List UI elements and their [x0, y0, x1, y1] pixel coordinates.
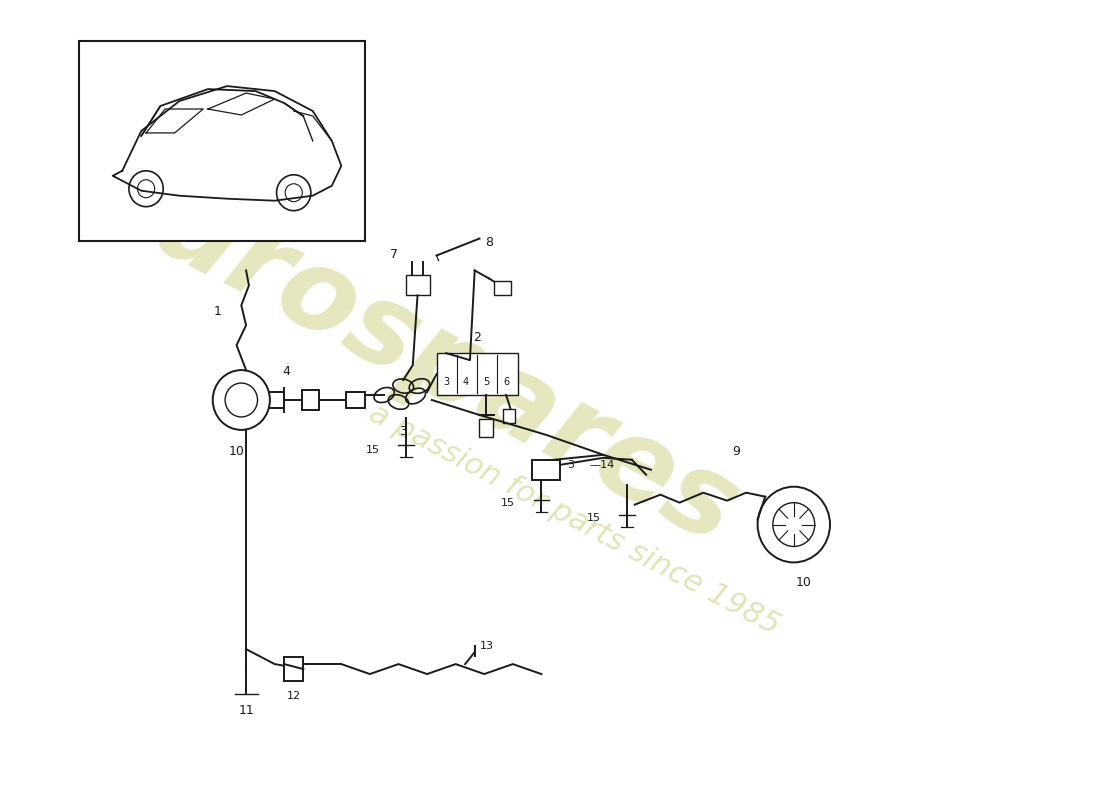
Bar	[302, 390, 319, 410]
Text: 4: 4	[463, 377, 470, 387]
Text: 11: 11	[239, 704, 254, 717]
Bar	[494, 282, 510, 295]
Text: 8: 8	[485, 235, 493, 249]
Bar	[284, 657, 304, 681]
Bar	[79, 42, 365, 241]
Text: 5: 5	[483, 377, 490, 387]
Text: 10: 10	[229, 445, 244, 458]
Bar	[504, 409, 515, 423]
Bar	[346, 392, 365, 408]
Bar	[406, 275, 430, 295]
Text: 15: 15	[365, 445, 380, 455]
Text: 7: 7	[389, 249, 398, 262]
Bar	[480, 419, 493, 437]
Text: eurospares: eurospares	[69, 132, 757, 568]
Text: 10: 10	[795, 576, 812, 590]
Text: 9: 9	[733, 445, 740, 458]
Text: 3: 3	[568, 460, 574, 470]
Text: 13: 13	[480, 641, 494, 651]
Text: a passion for parts since 1985: a passion for parts since 1985	[364, 398, 785, 641]
Text: —14: —14	[588, 460, 614, 470]
Text: 15: 15	[500, 498, 515, 508]
Text: 1: 1	[213, 306, 221, 318]
Text: 3: 3	[443, 377, 449, 387]
Text: 15: 15	[586, 513, 601, 522]
Text: 4: 4	[282, 365, 290, 378]
Text: 2: 2	[473, 331, 481, 344]
Bar	[437, 353, 518, 395]
Text: 12: 12	[287, 691, 300, 701]
Text: 6: 6	[503, 377, 509, 387]
Bar	[531, 460, 560, 480]
Text: 3: 3	[399, 425, 407, 438]
